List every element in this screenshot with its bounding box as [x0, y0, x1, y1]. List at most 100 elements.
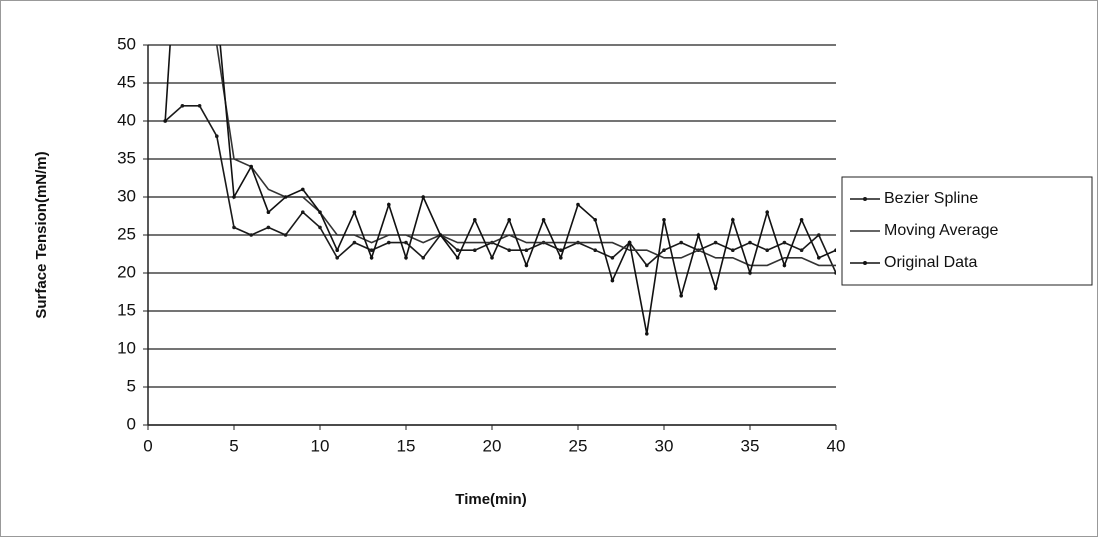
data-point [782, 263, 787, 268]
data-point [387, 202, 391, 207]
y-tick-label: 30 [117, 186, 136, 205]
data-point [799, 218, 804, 222]
data-point [197, 104, 202, 108]
data-point [817, 233, 821, 237]
data-point [559, 255, 563, 260]
y-tick-label: 40 [117, 110, 136, 129]
data-point [696, 233, 701, 237]
data-point [318, 225, 322, 230]
data-point [748, 240, 752, 245]
data-point [369, 248, 374, 252]
data-point [352, 210, 357, 214]
data-point [283, 195, 288, 199]
series-line [164, 105, 836, 274]
legend-label: Original Data [884, 254, 977, 271]
data-point [679, 240, 683, 245]
data-point [559, 248, 563, 252]
y-tick-label: 35 [117, 148, 136, 167]
data-point [180, 104, 185, 108]
data-point [335, 255, 340, 260]
y-tick-label: 10 [117, 338, 136, 357]
legend-label: Bezier Spline [884, 190, 978, 207]
x-tick-label: 10 [311, 436, 330, 455]
data-point [249, 164, 253, 169]
data-point [266, 225, 271, 230]
data-point [335, 248, 340, 252]
data-point [352, 240, 357, 245]
data-point [782, 240, 787, 245]
data-point [163, 119, 167, 123]
y-tick-label: 25 [117, 224, 136, 243]
data-point [662, 218, 666, 222]
x-tick-label: 30 [655, 436, 674, 455]
data-point [679, 294, 683, 298]
data-point [834, 248, 836, 252]
legend-box [841, 176, 1093, 286]
legend-label: Moving Average [884, 222, 999, 239]
y-tick-label: 45 [117, 72, 136, 91]
x-tick-label: 0 [143, 436, 152, 455]
data-point [610, 255, 615, 260]
x-axis-title: Time(min) [455, 491, 526, 508]
data-point [473, 248, 477, 252]
data-point [765, 248, 769, 252]
data-point [249, 233, 253, 237]
data-point [731, 218, 735, 222]
data-point [215, 134, 219, 138]
data-point [404, 255, 408, 260]
data-point [662, 248, 666, 252]
data-point [645, 332, 649, 336]
data-point [301, 210, 305, 214]
y-tick-label: 15 [117, 300, 136, 319]
data-point [283, 233, 288, 237]
data-point [490, 255, 494, 260]
x-tick-label: 40 [827, 436, 846, 455]
data-point [507, 248, 512, 252]
data-point [713, 240, 718, 245]
data-point [524, 263, 529, 268]
data-point [799, 248, 804, 252]
data-point [232, 195, 236, 199]
data-point [473, 218, 477, 222]
y-tick-label: 20 [117, 262, 136, 281]
data-point [576, 202, 580, 207]
data-point [817, 255, 821, 260]
legend-marker [863, 197, 867, 201]
data-point [455, 255, 460, 260]
x-tick-label: 35 [741, 436, 760, 455]
data-point [541, 218, 546, 222]
data-point [301, 187, 305, 192]
data-point [438, 233, 443, 237]
data-point [507, 218, 512, 222]
data-point [455, 248, 460, 252]
data-point [421, 255, 426, 260]
x-tick-label: 5 [229, 436, 238, 455]
x-tick-label: 15 [397, 436, 416, 455]
y-tick-label: 5 [127, 376, 136, 395]
data-point [645, 263, 649, 268]
data-point [232, 225, 236, 230]
data-point [404, 240, 408, 245]
data-point [524, 248, 529, 252]
data-point [266, 210, 271, 214]
data-point [834, 271, 836, 275]
y-axis-title: Surface Tension(mN/m) [33, 151, 50, 318]
data-point [748, 271, 752, 275]
data-point [610, 278, 615, 283]
data-point [369, 255, 374, 260]
x-tick-label: 25 [569, 436, 588, 455]
x-tick-label: 20 [483, 436, 502, 455]
data-point [627, 240, 632, 245]
legend-marker [863, 261, 867, 265]
series-line [164, 45, 836, 334]
data-point [593, 218, 597, 222]
data-point [713, 286, 718, 291]
y-tick-label: 0 [127, 414, 136, 433]
data-point [387, 240, 391, 245]
y-tick-label: 50 [117, 34, 136, 53]
data-point [318, 210, 322, 214]
data-point [593, 248, 597, 252]
data-point [731, 248, 735, 252]
data-point [765, 210, 769, 214]
